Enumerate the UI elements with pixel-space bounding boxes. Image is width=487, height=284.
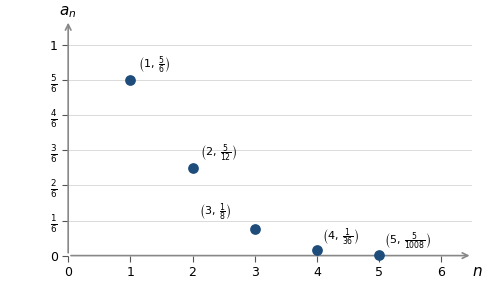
Point <box>251 227 259 231</box>
Text: $\left(3,\,\frac{1}{8} \right)$: $\left(3,\,\frac{1}{8} \right)$ <box>199 202 231 223</box>
Text: $a_n$: $a_n$ <box>59 4 77 20</box>
Text: $n$: $n$ <box>472 264 483 279</box>
Text: $\left(2,\,\frac{5}{12} \right)$: $\left(2,\,\frac{5}{12} \right)$ <box>200 143 237 164</box>
Point <box>313 247 321 252</box>
Text: $\left(4,\,\frac{1}{36} \right)$: $\left(4,\,\frac{1}{36} \right)$ <box>322 227 359 248</box>
Point <box>375 252 383 257</box>
Text: $\left(1,\,\frac{5}{6} \right)$: $\left(1,\,\frac{5}{6} \right)$ <box>138 55 170 76</box>
Point <box>188 166 196 170</box>
Text: $\left(5,\,\frac{5}{1008} \right)$: $\left(5,\,\frac{5}{1008} \right)$ <box>384 231 431 252</box>
Point <box>127 78 134 82</box>
